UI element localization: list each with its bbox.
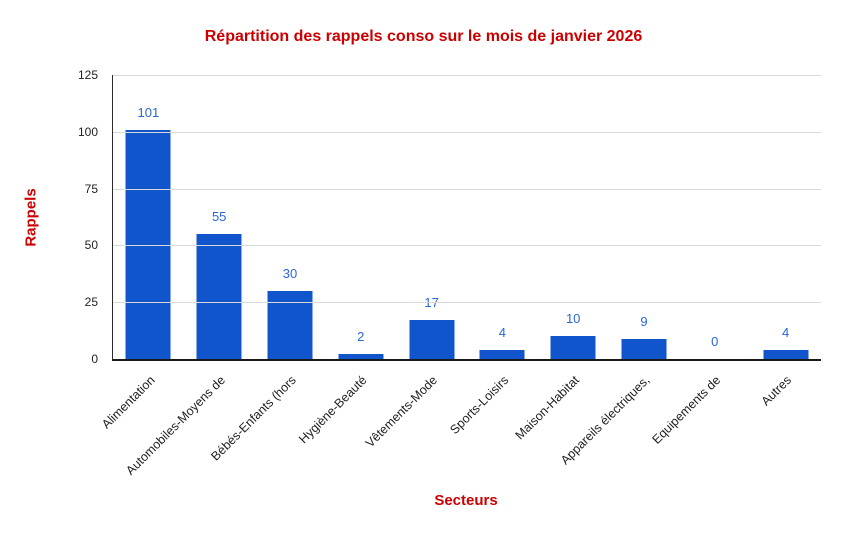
gridline xyxy=(113,131,821,133)
y-axis-ticks: 0 25 50 75 100 125 xyxy=(0,68,104,366)
y-tick-label: 25 xyxy=(84,295,98,310)
bar[interactable] xyxy=(763,349,809,359)
bar-value-label: 10 xyxy=(565,311,581,327)
bar-value-label: 4 xyxy=(498,324,506,340)
gridline xyxy=(113,302,821,304)
bar[interactable] xyxy=(196,234,242,359)
bar-slot: 2 xyxy=(325,75,396,359)
y-tick-label: 100 xyxy=(77,124,98,139)
bar-slot: 10 xyxy=(538,75,609,359)
y-tick-label: 50 xyxy=(84,238,98,253)
chart-title: Répartition des rappels conso sur le moi… xyxy=(204,28,643,45)
bar-value-label: 30 xyxy=(282,265,298,281)
bar-slot: 55 xyxy=(184,75,255,359)
x-tick-label: Alimentation xyxy=(98,373,158,432)
bar[interactable] xyxy=(621,338,667,359)
bar-slot: 4 xyxy=(750,75,821,359)
bar-value-label: 0 xyxy=(711,334,719,349)
bar-value-label: 4 xyxy=(781,324,790,340)
bar-value-label: 9 xyxy=(640,313,648,329)
bar-slot: 9 xyxy=(609,75,680,359)
bar-value-label: 2 xyxy=(357,329,365,345)
x-axis-labels: Alimentation Automobiles-Moyens de Bébés-E… xyxy=(99,361,820,489)
bar[interactable] xyxy=(550,336,596,359)
bar-slot: 0 xyxy=(679,75,750,359)
bar-slot: 4 xyxy=(467,75,538,359)
bar-slot: 101 xyxy=(113,75,184,359)
bar[interactable] xyxy=(267,290,313,359)
x-label-slot: Equipements de xyxy=(650,361,749,489)
x-label-slot: Autres xyxy=(749,361,820,489)
bar-slot: 17 xyxy=(396,75,467,359)
bar-slot: 30 xyxy=(255,75,326,359)
x-axis-labels-row: Alimentation Automobiles-Moyens de Bébés-E… xyxy=(99,361,820,489)
bar[interactable] xyxy=(125,129,171,359)
bar[interactable] xyxy=(409,320,455,359)
bar[interactable] xyxy=(479,349,525,359)
x-tick-label: Autres xyxy=(759,373,795,409)
plot-area: 101 55 30 2 17 4 10 9 0 4 xyxy=(112,75,821,361)
bar-slots: 101 55 30 2 17 4 10 9 0 4 xyxy=(113,75,821,359)
bar-value-label: 101 xyxy=(137,104,160,120)
y-tick-label: 0 xyxy=(91,352,98,366)
y-tick-label: 75 xyxy=(84,181,98,196)
bar[interactable] xyxy=(338,354,384,359)
gridline xyxy=(113,245,821,247)
x-axis-title: Secteurs xyxy=(434,492,498,509)
bar-value-label: 55 xyxy=(211,209,227,225)
gridline xyxy=(113,188,821,190)
y-tick-label: 125 xyxy=(77,68,98,82)
gridline xyxy=(113,75,821,76)
